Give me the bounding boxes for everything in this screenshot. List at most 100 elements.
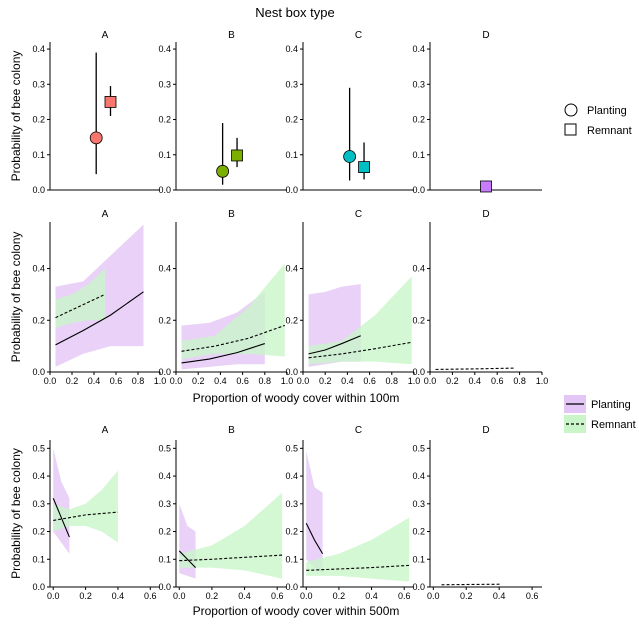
y-tick-label: 0.0 [158,185,171,195]
x-tick-label: 1.0 [281,376,294,386]
x-tick-label: 0.4 [214,376,227,386]
y-tick-label: 0.1 [285,554,298,564]
y-tick-label: 0.0 [158,582,171,592]
y-tick-label: 0.1 [158,150,171,160]
y-tick-label: 0.4 [158,44,171,54]
series-line-planting [308,335,361,355]
y-tick-label: 0.4 [412,264,425,274]
x-tick-label: 0.6 [271,591,284,601]
x-tick-label: 0.6 [110,376,123,386]
x-tick-label: 0.2 [66,376,79,386]
y-tick-label: 0.2 [158,527,171,537]
ci-band-remnant [308,276,412,365]
facet-label: D [482,425,489,436]
x-tick-label: 0.0 [424,376,437,386]
series-line-remnant [435,367,515,370]
point-remnant [231,149,243,162]
y-tick-label: 0.1 [158,554,171,564]
facet-label: D [482,30,489,41]
facet-panel-B: B 0.0 0.1 0.2 0.3 0.4 [158,30,287,195]
facet-panel-B: B 0.0 0.1 0.2 0.3 0.4 0.5 0.0 0.2 0.4 0.6 [158,425,287,601]
y-tick-label: 0.2 [412,115,425,125]
x-tick-label: 0.6 [398,591,411,601]
legend-remnant-label: Remnant [587,125,632,137]
y-tick-label: 0.3 [32,499,45,509]
y-tick-label: 0.0 [412,582,425,592]
series-line-remnant [181,324,285,352]
y-tick-label: 0.4 [158,471,171,481]
point-remnant [480,180,492,193]
legend-remnant-key [564,415,586,433]
x-tick-label: 0.8 [259,376,272,386]
ci-band-remnant [179,492,283,579]
legend-top: Planting Remnant [564,103,632,137]
facet-panel-C: C 0.0 0.1 0.2 0.3 0.4 0.5 0.0 0.2 0.4 0.6 [285,425,414,601]
y-axis-label: Probability of bee colony [9,448,23,579]
y-tick-label: 0.4 [285,471,298,481]
ci-band-remnant [53,470,118,543]
facet-label: B [228,30,235,41]
x-tick-label: 0.0 [170,376,183,386]
x-tick-label: 1.0 [154,376,167,386]
facet-label: C [355,209,362,220]
facet-label: C [355,30,362,41]
y-tick-label: 0.0 [32,185,45,195]
x-axis-label: Proportion of woody cover within 100m [193,391,400,405]
y-tick-label: 0.0 [158,367,171,377]
y-tick-label: 0.2 [158,315,171,325]
y-tick-label: 0.1 [32,554,45,564]
x-tick-label: 0.8 [513,376,526,386]
series-line-planting [52,498,70,538]
point-remnant [104,96,117,108]
y-tick-label: 0.3 [285,499,298,509]
y-tick-label: 0.1 [412,554,425,564]
facet-panel-C: C 0.0 0.1 0.2 0.3 0.4 [285,30,414,195]
x-tick-label: 0.0 [427,591,440,601]
facet-label: A [102,209,109,220]
y-tick-label: 0.0 [32,367,45,377]
ci-band-planting [306,451,323,574]
chart-row-nest-box-type: Probability of bee colony A 0.0 0.1 0.2 0.3 0.… [9,30,542,195]
x-tick-label: 0.4 [238,591,251,601]
x-tick-label: 1.0 [408,376,421,386]
x-tick-label: 0.0 [297,376,310,386]
y-tick-label: 0.2 [285,315,298,325]
x-tick-label: 0.2 [319,376,332,386]
y-tick-label: 0.4 [32,44,45,54]
facet-panel-B: B 0.0 0.2 0.4 0.0 0.2 0.4 0.6 0.8 1.0 [158,209,293,386]
facet-panel-A: A 0.0 0.1 0.2 0.3 0.4 [32,30,160,195]
legend-remnant-line-label: Remnant [591,419,636,431]
legend-planting-circle [564,103,578,117]
y-tick-label: 0.0 [285,367,298,377]
x-tick-label: 1.0 [536,376,549,386]
series-line-remnant [55,293,106,319]
x-tick-label: 0.2 [192,376,205,386]
y-tick-label: 0.0 [32,582,45,592]
x-tick-label: 0.2 [333,591,346,601]
y-tick-label: 0.0 [412,367,425,377]
x-tick-label: 0.0 [44,376,57,386]
y-tick-label: 0.2 [158,115,171,125]
y-tick-label: 0.3 [412,79,425,89]
ci-band-planting [53,448,70,554]
top-title: Nest box type [255,5,335,20]
y-tick-label: 0.5 [158,443,171,453]
y-tick-label: 0.4 [285,264,298,274]
facet-panel-D: D 0.0 0.1 0.2 0.3 0.4 0.5 0.0 0.2 0.4 0.6 [412,425,542,601]
x-axis-label: Proportion of woody cover within 500m [193,604,400,618]
series-line-planting [181,343,265,364]
y-axis-label: Probability of bee colony [9,51,23,182]
series-line-remnant [441,583,501,586]
facet-label: A [102,30,109,41]
series-line-remnant [179,554,283,562]
y-tick-label: 0.4 [32,471,45,481]
facet-panel-C: C 0.0 0.2 0.4 0.0 0.2 0.4 0.6 0.8 1.0 [285,209,420,386]
facet-label: B [228,425,235,436]
y-tick-label: 0.0 [285,582,298,592]
x-tick-label: 0.8 [132,376,145,386]
series-line-planting [178,550,196,568]
ci-band-remnant [181,263,285,360]
y-tick-label: 0.1 [32,150,45,160]
legend-remnant-square [564,123,577,136]
